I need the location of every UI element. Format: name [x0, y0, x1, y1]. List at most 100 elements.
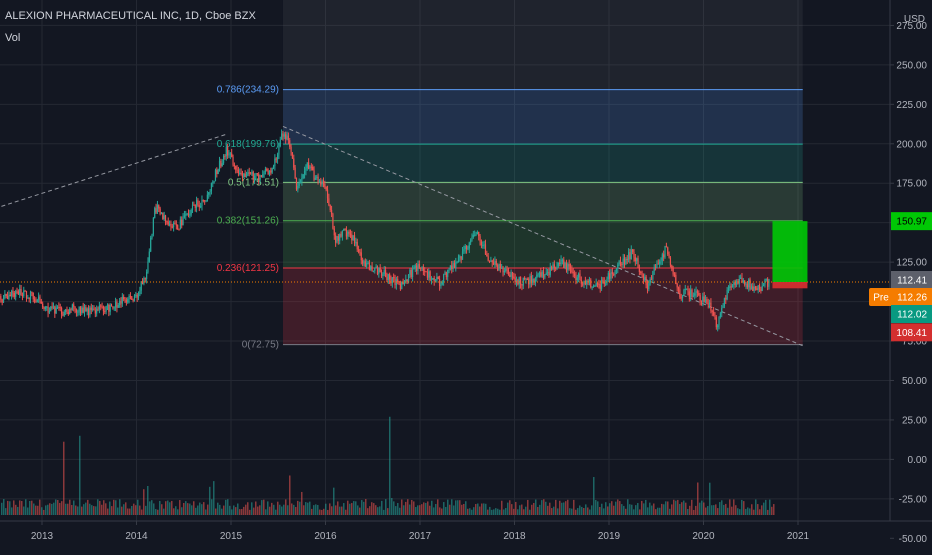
candle-body: [736, 281, 737, 285]
volume-bar: [7, 501, 9, 515]
candle-body: [547, 272, 548, 273]
volume-bar: [425, 503, 427, 515]
candle-body: [130, 296, 131, 297]
volume-bar: [217, 503, 219, 515]
trendline: [0, 134, 226, 208]
volume-bar: [323, 509, 325, 515]
volume-bar: [563, 502, 565, 515]
long-position-tool[interactable]: [772, 221, 807, 288]
candle-body: [752, 286, 753, 291]
price-axis-label: 0.00: [908, 455, 928, 466]
volume-bar: [411, 500, 413, 515]
candle-body: [359, 252, 360, 253]
candle-body: [77, 312, 78, 313]
volume-bar: [47, 505, 49, 515]
candle-body: [27, 297, 28, 298]
candle-body: [670, 258, 671, 266]
candle-body: [45, 307, 46, 309]
volume-bar: [197, 506, 199, 515]
volume-bar: [471, 510, 473, 515]
candle-body: [245, 174, 246, 178]
time-axis-label: 2015: [220, 531, 243, 542]
candle-body: [658, 264, 659, 265]
candle-body: [235, 166, 236, 169]
candle-body: [2, 299, 3, 302]
volume-bar: [315, 504, 317, 515]
volume-bar: [435, 504, 437, 515]
price-tag[interactable]: 108.41: [891, 323, 932, 341]
candle-body: [579, 274, 580, 280]
price-tag[interactable]: 150.97: [891, 212, 932, 230]
candle-body: [632, 249, 633, 251]
volume-bar: [579, 505, 581, 515]
volume-bar: [557, 508, 559, 515]
volume-bar: [603, 508, 605, 515]
candle-body: [641, 273, 642, 275]
volume-bar: [711, 505, 713, 515]
volume-bar: [723, 505, 725, 515]
candle-body: [434, 278, 435, 281]
volume-bar: [159, 501, 161, 515]
volume-bar: [281, 507, 283, 515]
volume-bar: [277, 502, 279, 515]
candle-body: [266, 169, 267, 171]
candle-body: [647, 285, 648, 289]
volume-bar: [367, 508, 369, 515]
volume-bar: [535, 500, 537, 515]
price-tag[interactable]: 112.02: [891, 305, 932, 323]
candle-body: [404, 281, 405, 284]
volume-bar: [527, 500, 529, 515]
candle-body: [262, 174, 263, 176]
volume-bar: [301, 492, 303, 515]
price-axis-currency[interactable]: USD: [904, 14, 925, 25]
volume-bar: [241, 509, 243, 515]
time-axis-label: 2014: [125, 531, 148, 542]
candle-body: [35, 302, 36, 303]
candle-body: [254, 176, 255, 180]
candle-body: [417, 264, 418, 271]
fib-backdrop: [283, 0, 803, 90]
candle-body: [288, 136, 289, 141]
candle-body: [151, 234, 152, 237]
candle-body: [749, 280, 750, 290]
candle-body: [187, 214, 188, 215]
candle-body: [762, 286, 763, 291]
volume-bar: [651, 506, 653, 515]
candle-body: [471, 237, 472, 240]
volume-bar: [645, 500, 647, 515]
candle-body: [636, 258, 637, 261]
candle-body: [319, 181, 320, 182]
candle-body: [754, 287, 755, 291]
candle-body: [569, 264, 570, 267]
candle-body: [683, 290, 684, 295]
volume-bar: [655, 509, 657, 515]
candle-body: [8, 295, 9, 299]
volume-bar: [629, 504, 631, 515]
candle-body: [385, 270, 386, 277]
volume-bar: [263, 500, 265, 515]
volume-bar: [163, 509, 165, 515]
time-axis-label: 2017: [409, 531, 432, 542]
symbol-title[interactable]: ALEXION PHARMACEUTICAL INC, 1D, Cboe BZX: [5, 10, 256, 22]
volume-label[interactable]: Vol: [5, 32, 20, 44]
candle-body: [398, 282, 399, 284]
candle-body: [465, 246, 466, 249]
volume-bar: [577, 508, 579, 515]
fib-level-label: 0(72.75): [242, 340, 279, 351]
candle-body: [409, 270, 410, 275]
volume-bar: [755, 499, 757, 515]
volume-bar: [223, 506, 225, 515]
candle-body: [589, 280, 590, 282]
candle-body: [594, 286, 595, 287]
candle-body: [74, 307, 75, 310]
candle-body: [608, 273, 609, 279]
candle-body: [126, 300, 127, 302]
price-tag[interactable]: 112.41: [891, 271, 932, 289]
candle-body: [392, 277, 393, 283]
volume-bar: [515, 502, 517, 515]
volume-bar: [383, 510, 385, 515]
time-axis-label: 2013: [31, 531, 54, 542]
